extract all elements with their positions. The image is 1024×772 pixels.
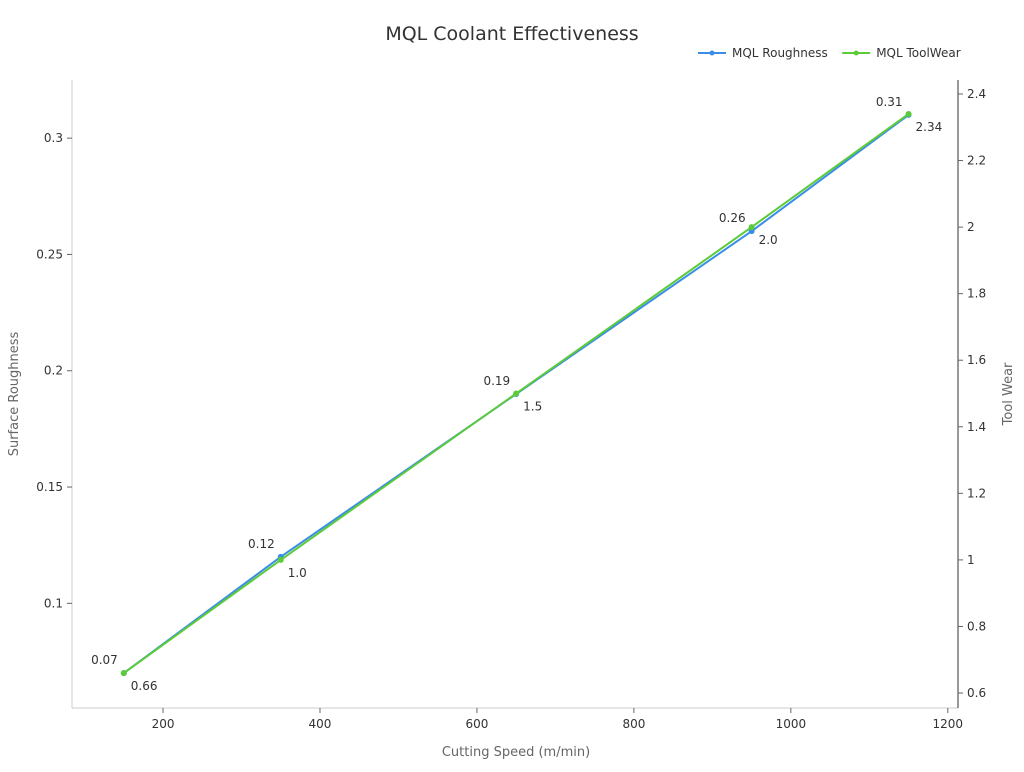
data-label: 0.26 — [719, 211, 746, 225]
y2-tick-label: 1.8 — [967, 287, 986, 301]
data-point — [120, 670, 127, 677]
x-tick-label: 400 — [309, 717, 332, 731]
y-axis-label: Surface Roughness — [7, 331, 22, 456]
data-point — [905, 110, 912, 117]
y2-tick-label: 1.6 — [967, 353, 986, 367]
data-point — [277, 556, 284, 563]
y2-axis-label: Tool Wear — [1001, 362, 1016, 426]
y2-tick-label: 0.6 — [967, 686, 986, 700]
x-tick-label: 1000 — [776, 717, 807, 731]
x-tick-label: 200 — [152, 717, 175, 731]
data-point — [513, 390, 520, 397]
data-label: 0.66 — [131, 679, 158, 693]
y2-tick-label: 2 — [967, 220, 975, 234]
x-tick-label: 1200 — [933, 717, 964, 731]
x-tick-label: 600 — [465, 717, 488, 731]
data-label: 0.12 — [248, 537, 275, 551]
y-tick-label: 0.1 — [44, 596, 63, 610]
legend-label-0: MQL Roughness — [732, 46, 828, 60]
data-label: 0.07 — [91, 653, 118, 667]
y2-tick-label: 1.4 — [967, 420, 986, 434]
y-tick-label: 0.2 — [44, 364, 63, 378]
y-tick-label: 0.3 — [44, 131, 63, 145]
legend-marker-1 — [853, 50, 859, 56]
legend-marker-0 — [709, 50, 715, 56]
data-label: 2.0 — [759, 233, 778, 247]
legend-label-1: MQL ToolWear — [876, 46, 961, 60]
data-label: 0.19 — [483, 374, 510, 388]
data-label: 1.5 — [523, 400, 542, 414]
data-label: 1.0 — [288, 566, 307, 580]
data-label: 0.31 — [876, 95, 903, 109]
data-label: 2.34 — [916, 120, 943, 134]
y2-tick-label: 1.2 — [967, 486, 986, 500]
y-tick-label: 0.25 — [36, 247, 63, 261]
y2-tick-label: 2.2 — [967, 154, 986, 168]
x-axis-label: Cutting Speed (m/min) — [442, 745, 590, 760]
x-tick-label: 800 — [622, 717, 645, 731]
y2-tick-label: 2.4 — [967, 87, 986, 101]
chart-title: MQL Coolant Effectiveness — [385, 23, 638, 45]
y2-tick-label: 0.8 — [967, 619, 986, 633]
y2-tick-label: 1 — [967, 553, 975, 567]
y-tick-label: 0.15 — [36, 480, 63, 494]
data-point — [748, 224, 755, 231]
